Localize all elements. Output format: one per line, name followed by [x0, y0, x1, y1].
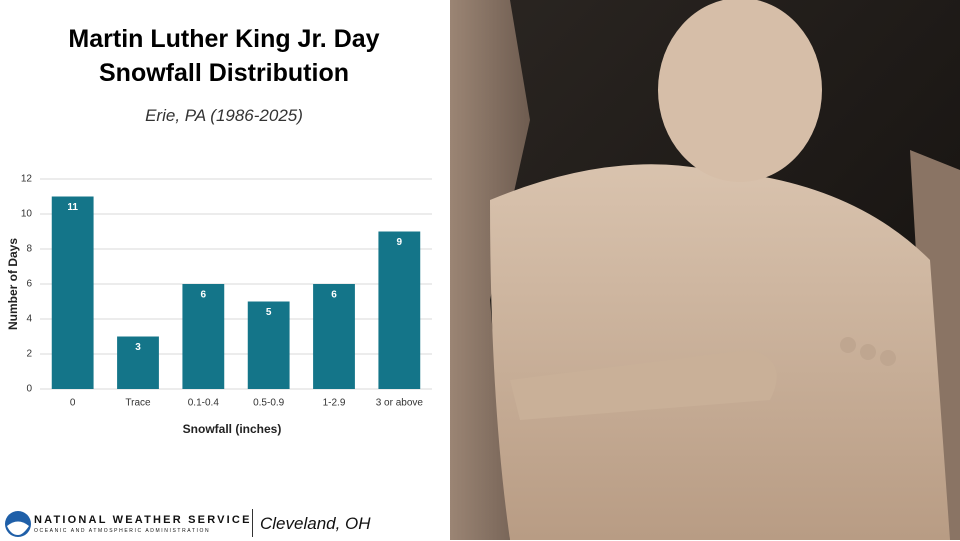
parent-agency: OCEANIC AND ATMOSPHERIC ADMINISTRATION: [34, 528, 211, 534]
y-tick-label: 0: [26, 384, 32, 395]
chart-title: Martin Luther King Jr. Day Snowfall Dist…: [68, 25, 380, 87]
y-tick-label: 6: [26, 279, 32, 290]
bar: [51, 196, 94, 389]
y-tick-label: 12: [21, 174, 33, 185]
bar: [313, 284, 355, 389]
x-axis-title: Snowfall (inches): [183, 422, 282, 436]
chart: Snowfall (inches) Number of Days 0 2 4 6 8 10…: [6, 174, 432, 436]
x-tick-label: 0.1-0.4: [188, 398, 220, 409]
x-tick-label: Trace: [125, 398, 151, 409]
y-tick-label: 10: [21, 209, 33, 220]
rock: [450, 0, 530, 540]
value-label: 6: [331, 290, 337, 301]
bar: [182, 284, 225, 389]
statue-head: [658, 0, 822, 182]
agency-name: NATIONAL WEATHER SERVICE: [34, 514, 252, 526]
footer: NATIONAL WEATHER SERVICE OCEANIC AND ATM…: [0, 505, 450, 541]
statue-arm: [510, 350, 777, 420]
button: [840, 337, 856, 353]
x-tick-label: 0.5-0.9: [253, 398, 285, 409]
bar: [117, 336, 159, 389]
y-tick-label: 8: [26, 244, 32, 255]
divider: [252, 509, 253, 537]
y-axis-title: Number of Days: [6, 238, 20, 330]
value-label: 9: [397, 237, 403, 248]
button: [860, 344, 876, 360]
value-label: 6: [201, 290, 207, 301]
y-tick-label: 4: [26, 314, 32, 325]
statue-photo: [450, 0, 960, 540]
bar: [247, 301, 290, 389]
statue-body: [490, 164, 950, 540]
x-tick-label: 1-2.9: [323, 398, 346, 409]
chart-subtitle: Erie, PA (1986-2025): [145, 106, 303, 125]
x-tick-label: 3 or above: [376, 398, 424, 409]
office-name: Cleveland, OH: [260, 514, 371, 533]
noaa-logo: [5, 511, 31, 537]
bar: [378, 231, 421, 389]
x-tick-label: 0: [70, 398, 76, 409]
value-label: 3: [135, 342, 141, 353]
button: [880, 350, 896, 366]
value-label: 5: [266, 307, 272, 318]
value-label: 11: [67, 202, 78, 213]
y-tick-label: 2: [26, 349, 32, 360]
